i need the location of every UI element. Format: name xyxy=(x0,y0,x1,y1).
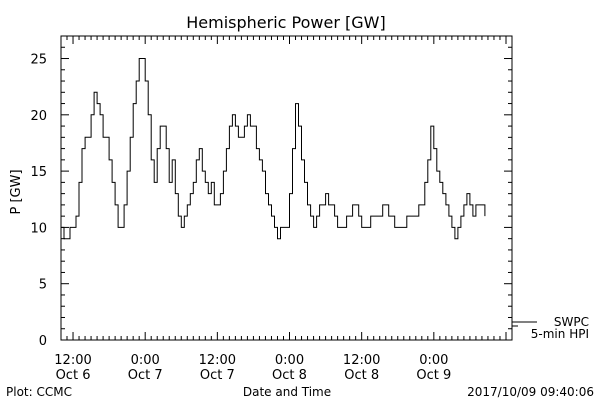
legend: SWPC 5-min HPI xyxy=(512,315,589,341)
series-line-swpc xyxy=(61,58,486,240)
x-tick-date-label: Oct 8 xyxy=(344,368,379,383)
x-tick-time-label: 12:00 xyxy=(343,353,380,368)
legend-hpi-label: 5-min HPI xyxy=(531,327,589,341)
legend-swpc-label: SWPC xyxy=(554,315,589,329)
x-tick-date-label: Oct 6 xyxy=(56,368,91,383)
y-tick-label: 20 xyxy=(30,109,47,124)
x-tick-time-label: 12:00 xyxy=(199,353,236,368)
series-layer xyxy=(61,58,486,240)
x-tick-date-label: Oct 9 xyxy=(416,368,451,383)
y-axis-label: P [GW] xyxy=(9,169,24,214)
y-tick-label: 5 xyxy=(39,278,47,293)
x-tick-time-label: 12:00 xyxy=(54,353,91,368)
plot-area-frame xyxy=(60,35,513,341)
x-axis-label: Date and Time xyxy=(243,385,331,399)
footer-source: Plot: CCMC xyxy=(6,385,72,399)
x-tick-date-label: Oct 7 xyxy=(200,368,235,383)
y-tick-label: 25 xyxy=(30,53,47,68)
chart-title: Hemispheric Power [GW] xyxy=(186,13,385,32)
x-tick-date-label: Oct 8 xyxy=(272,368,307,383)
y-tick-label: 0 xyxy=(39,334,47,349)
x-tick-time-label: 0:00 xyxy=(275,353,304,368)
x-tick-time-label: 0:00 xyxy=(419,353,448,368)
x-tick-time-label: 0:00 xyxy=(131,353,160,368)
y-tick-label: 10 xyxy=(30,221,47,236)
footer-timestamp: 2017/10/09 09:40:06 xyxy=(467,385,594,399)
x-tick-date-label: Oct 7 xyxy=(128,368,163,383)
y-tick-label: 15 xyxy=(30,165,47,180)
y-axis-ticks: 0 5 10 15 20 25 xyxy=(30,35,512,349)
